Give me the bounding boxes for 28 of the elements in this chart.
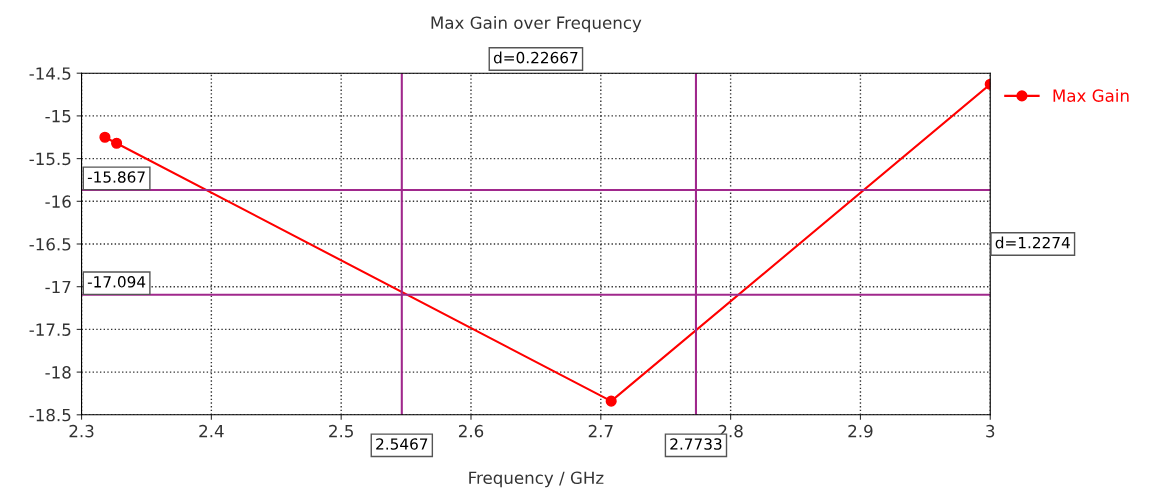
point	[99, 131, 111, 143]
y-tick-label: -17	[45, 280, 71, 294]
text: d=0.22667	[493, 51, 578, 64]
x-tick-label: 2.7	[588, 424, 613, 438]
y-tick-label: -14.5	[29, 67, 71, 80]
text: d=1.2274	[995, 236, 1070, 249]
y-tick-label: -17.5	[29, 323, 71, 336]
ref-line-label: -15.867	[87, 171, 145, 183]
point	[111, 137, 123, 149]
y-tick-label: -15.5	[29, 152, 71, 166]
y-tick-label: -16.5	[29, 237, 71, 251]
ref-line-label: 2.5467	[376, 438, 428, 450]
point	[605, 395, 617, 407]
y-tick-label: -16	[45, 195, 71, 208]
chart-title: Max Gain over Frequency	[431, 16, 642, 33]
x-tick-label: 2.5	[329, 424, 353, 438]
x-axis-title: Frequency / GHz	[469, 471, 604, 488]
y-tick-label: -18.5	[29, 408, 71, 422]
ref-line-label: 2.7733	[670, 438, 722, 450]
x-tick-label: 2.3	[69, 424, 94, 438]
y-tick-label: -18	[45, 366, 71, 379]
x-tick-label: 2.6	[458, 424, 484, 438]
y-tick-label: -15	[45, 110, 71, 123]
ref-line-label: -17.094	[87, 276, 146, 288]
x-tick-label: 2.4	[199, 424, 224, 438]
x-tick-label: 2.9	[848, 424, 873, 438]
legend-label: Max Gain	[1053, 89, 1129, 102]
x-tick-label: 3	[986, 424, 995, 438]
